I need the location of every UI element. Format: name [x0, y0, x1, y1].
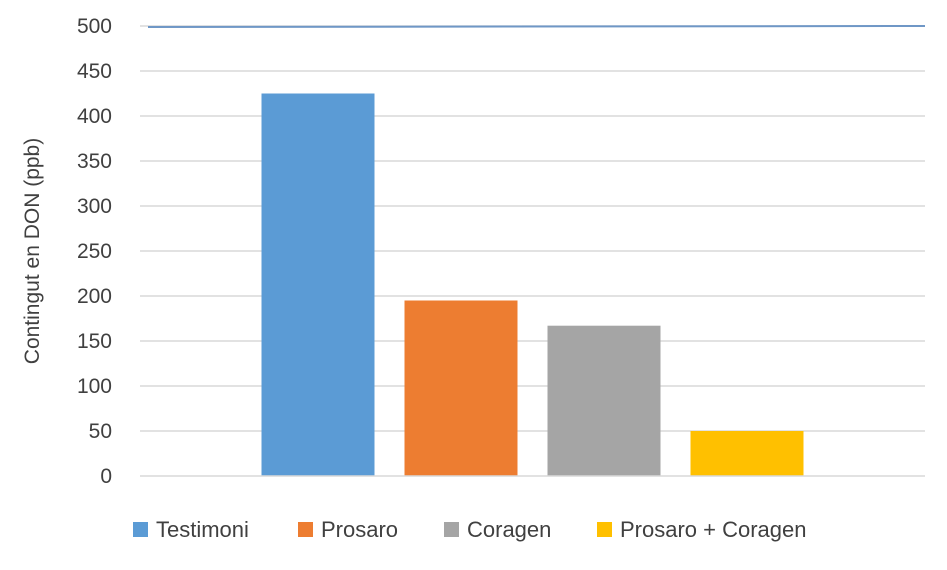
legend-swatch-testimoni: [133, 522, 148, 537]
legend-label-prosaro-coragen: Prosaro + Coragen: [620, 517, 807, 542]
bar-coragen: [547, 325, 661, 476]
legend: Testimoni Prosaro Coragen Prosaro + Coragen: [133, 517, 807, 542]
y-axis-title: Contingut en DON (ppb): [21, 138, 44, 364]
bar-prosaro: [404, 300, 518, 476]
gridlines: [140, 25, 925, 432]
y-tick-label-250: 250: [77, 240, 112, 263]
legend-swatch-prosaro-coragen: [597, 522, 612, 537]
bars: [261, 93, 804, 476]
y-axis-ticks: 0 50 100 150 200 250 300 350 400 450 500: [77, 15, 112, 488]
y-tick-label-150: 150: [77, 330, 112, 353]
legend-label-prosaro: Prosaro: [321, 517, 398, 542]
y-tick-label-200: 200: [77, 285, 112, 308]
legend-swatch-coragen: [444, 522, 459, 537]
legend-label-testimoni: Testimoni: [156, 517, 249, 542]
legend-swatch-prosaro: [298, 522, 313, 537]
y-tick-label-350: 350: [77, 150, 112, 173]
y-tick-label-450: 450: [77, 60, 112, 83]
legend-label-coragen: Coragen: [467, 517, 551, 542]
y-tick-label-500: 500: [77, 15, 112, 38]
y-tick-label-50: 50: [89, 420, 112, 443]
bar-prosaro-coragen: [690, 431, 804, 476]
y-tick-label-100: 100: [77, 375, 112, 398]
y-tick-label-0: 0: [100, 465, 112, 488]
y-tick-label-400: 400: [77, 105, 112, 128]
reference-line: [147, 25, 926, 28]
bar-testimoni: [261, 93, 375, 476]
y-tick-label-300: 300: [77, 195, 112, 218]
